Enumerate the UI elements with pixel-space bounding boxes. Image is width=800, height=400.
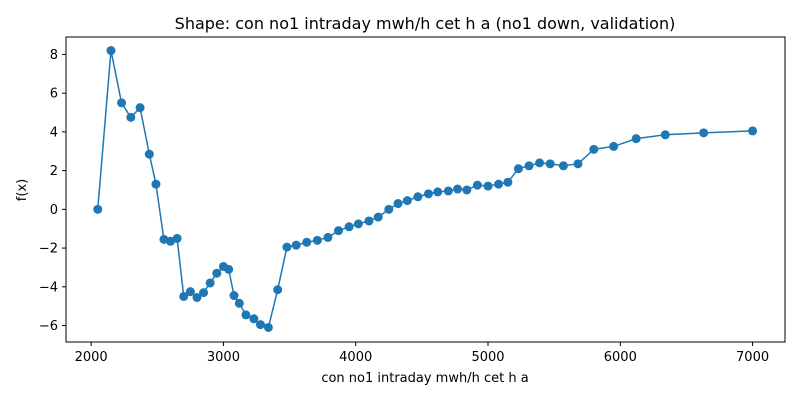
data-point [631, 134, 641, 144]
data-point [494, 179, 504, 189]
data-point [443, 186, 453, 196]
data-point [106, 46, 116, 56]
y-tick-label: 0 [50, 203, 58, 218]
y-tick-label: −2 [39, 242, 58, 257]
data-point [364, 216, 374, 226]
data-point [185, 287, 195, 297]
data-point [402, 196, 412, 206]
data-point [234, 298, 244, 308]
data-point [224, 264, 234, 274]
y-tick-label: −6 [39, 319, 58, 334]
data-point [503, 177, 513, 187]
data-point [393, 199, 403, 209]
data-point [302, 237, 312, 247]
x-tick-label: 7000 [736, 350, 769, 365]
x-tick-label: 2000 [75, 350, 108, 365]
data-point [573, 159, 583, 169]
data-point [513, 164, 523, 174]
data-point [589, 144, 599, 154]
data-point [126, 112, 136, 122]
data-point [291, 240, 301, 250]
x-tick-label: 4000 [339, 350, 372, 365]
data-point [413, 192, 423, 202]
data-point [373, 212, 383, 222]
y-tick-label: 4 [50, 125, 58, 140]
data-point [192, 292, 202, 302]
data-point [453, 184, 463, 194]
data-point [135, 103, 145, 113]
data-point [144, 149, 154, 159]
y-tick-label: −4 [39, 280, 58, 295]
y-tick-label: 6 [50, 87, 58, 102]
data-point [241, 310, 251, 320]
data-point [699, 128, 709, 138]
data-point [384, 204, 394, 214]
y-tick-label: 8 [50, 48, 58, 63]
data-point [660, 130, 670, 140]
plot-area [93, 46, 758, 332]
x-tick-label: 6000 [604, 350, 637, 365]
data-point [312, 235, 322, 245]
x-axis: 2000 3000 4000 5000 6000 7000 [75, 342, 769, 365]
data-point [151, 179, 161, 189]
series-line [97, 50, 753, 329]
data-point [323, 232, 333, 242]
y-axis: −6 −4 −2 0 2 4 6 8 [39, 48, 66, 334]
data-point [524, 161, 534, 171]
data-point [172, 233, 182, 243]
chart-title: Shape: con no1 intraday mwh/h cet h a (n… [175, 14, 676, 33]
data-point [249, 314, 259, 324]
data-point [748, 126, 758, 136]
data-point [273, 285, 283, 295]
data-point [423, 189, 433, 199]
data-point [117, 98, 127, 108]
y-tick-label: 2 [50, 164, 58, 179]
data-point [282, 242, 292, 252]
data-point [334, 226, 344, 236]
data-point [545, 159, 555, 169]
plot-frame [65, 36, 786, 343]
x-tick-label: 3000 [207, 350, 240, 365]
data-point [433, 187, 443, 197]
data-point [229, 291, 239, 301]
data-point [344, 222, 354, 232]
data-point [558, 161, 568, 171]
data-point [483, 181, 493, 191]
data-point [199, 288, 209, 298]
x-tick-label: 5000 [471, 350, 504, 365]
data-point [263, 322, 273, 332]
x-axis-title: con no1 intraday mwh/h cet h a [321, 371, 528, 386]
data-point [462, 185, 472, 195]
data-point [472, 180, 482, 190]
data-point [609, 141, 619, 151]
data-point [93, 204, 103, 214]
data-point [535, 158, 545, 168]
data-point [205, 278, 215, 288]
data-point [212, 268, 222, 278]
y-axis-title: f(x) [15, 179, 30, 201]
data-point [255, 320, 265, 330]
data-point [179, 291, 189, 301]
data-point [353, 219, 363, 229]
